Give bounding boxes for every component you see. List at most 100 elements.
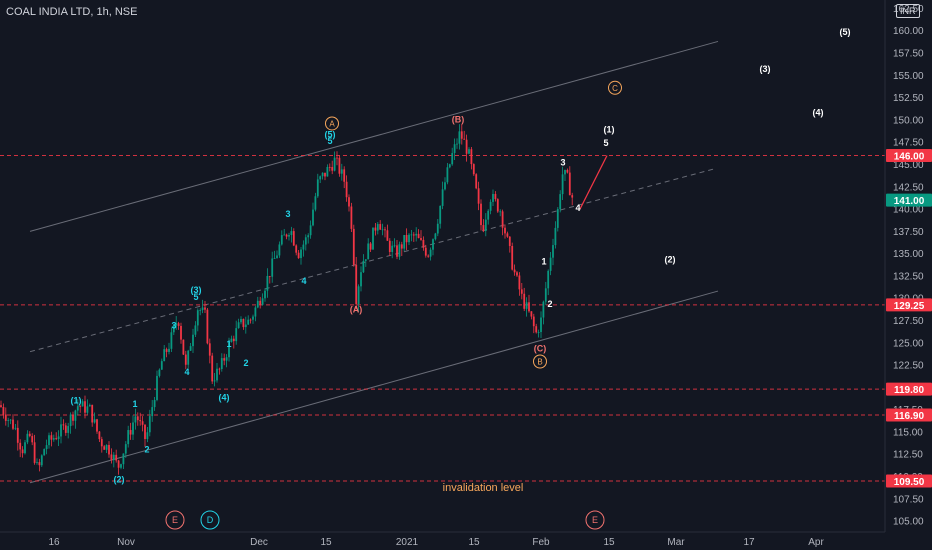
candle-body-46 xyxy=(110,454,113,460)
chart-title: COAL INDIA LTD, 1h, NSE xyxy=(6,6,138,18)
candle-body-44 xyxy=(105,444,108,450)
candle-body-187 xyxy=(448,164,451,168)
candle-body-117 xyxy=(280,235,283,245)
candle-body-40 xyxy=(96,419,98,432)
x-tick-label-0: 16 xyxy=(48,537,60,548)
candle-body-223 xyxy=(535,326,538,333)
candle-body-38 xyxy=(91,404,94,423)
candle-body-72 xyxy=(172,325,175,333)
candle-body-203 xyxy=(487,210,490,220)
candle-body-113 xyxy=(271,258,274,277)
candle-body-183 xyxy=(439,205,442,224)
candle-body-227 xyxy=(544,288,547,302)
candle-body-29 xyxy=(69,414,72,427)
y-tick-label-0: 105.00 xyxy=(893,517,924,528)
candle-body-237 xyxy=(568,172,571,196)
candle-body-171 xyxy=(410,234,413,236)
wave-label-21: 4 xyxy=(575,203,580,213)
candle-body-92 xyxy=(220,358,223,369)
candle-body-66 xyxy=(158,369,161,376)
candle-body-59 xyxy=(141,421,144,425)
candle-body-23 xyxy=(55,438,58,440)
candle-body-213 xyxy=(511,245,514,270)
candle-body-9 xyxy=(21,449,24,454)
x-tick-label-1: Nov xyxy=(117,537,135,548)
candle-body-193 xyxy=(463,138,466,140)
candle-body-148 xyxy=(355,264,358,305)
wave-label-13: (5) xyxy=(325,130,336,140)
candle-body-226 xyxy=(542,301,545,318)
candle-body-55 xyxy=(132,422,134,435)
candle-body-18 xyxy=(43,449,46,456)
wave-label-4: 3 xyxy=(171,321,176,331)
candle-body-141 xyxy=(338,157,341,174)
candle-body-194 xyxy=(465,139,468,154)
y-tick-label-20: 155.00 xyxy=(893,71,924,82)
candle-body-196 xyxy=(470,149,473,165)
candle-body-168 xyxy=(403,235,406,249)
circled-label-0: A xyxy=(329,119,335,128)
candle-body-151 xyxy=(362,260,365,273)
candle-body-30 xyxy=(72,414,74,421)
wave-label-1: (2) xyxy=(114,475,125,485)
candle-body-156 xyxy=(374,227,377,231)
level-tag-label-3: 116.90 xyxy=(894,411,924,422)
candle-body-33 xyxy=(79,406,82,407)
candle-body-71 xyxy=(170,332,173,349)
candle-body-12 xyxy=(28,433,31,437)
wave-label-15: (A) xyxy=(350,304,363,314)
candle-body-65 xyxy=(156,375,158,400)
candle-body-191 xyxy=(458,131,461,144)
candle-body-73 xyxy=(175,323,178,326)
candle-body-75 xyxy=(180,325,182,340)
candle-body-58 xyxy=(139,420,142,422)
level-tag-label-1: 129.25 xyxy=(894,301,925,312)
currency-badge[interactable]: INR xyxy=(896,4,920,18)
candle-body-36 xyxy=(86,406,89,413)
candle-body-126 xyxy=(302,244,305,250)
candle-body-28 xyxy=(67,426,70,433)
candle-body-95 xyxy=(228,341,230,358)
candle-body-195 xyxy=(468,149,470,154)
candle-body-135 xyxy=(324,172,326,177)
y-tick-label-8: 125.00 xyxy=(893,338,924,349)
x-tick-label-2: Dec xyxy=(250,537,268,548)
candle-body-152 xyxy=(364,259,367,261)
candle-body-131 xyxy=(314,196,317,210)
level-tag-4 xyxy=(886,474,932,488)
y-tick-label-11: 132.50 xyxy=(893,271,924,282)
candle-body-229 xyxy=(549,257,552,271)
y-tick-label-12: 135.00 xyxy=(893,249,924,260)
circled-label-ring-4 xyxy=(200,510,220,530)
wave-label-12: 4 xyxy=(301,276,306,286)
candle-body-0 xyxy=(0,405,2,407)
candle-body-78 xyxy=(187,350,190,365)
candle-body-21 xyxy=(50,435,53,440)
candle-body-209 xyxy=(501,211,504,228)
candle-body-70 xyxy=(168,348,170,352)
candle-body-107 xyxy=(256,300,259,308)
wave-label-25: (3) xyxy=(760,64,771,74)
candle-body-109 xyxy=(261,298,264,305)
candle-body-217 xyxy=(520,289,523,294)
candle-body-181 xyxy=(434,233,437,240)
candle-body-98 xyxy=(235,328,238,342)
candle-body-68 xyxy=(163,349,166,362)
candle-body-128 xyxy=(307,235,310,238)
circled-label-5: E xyxy=(592,515,598,525)
candle-body-74 xyxy=(177,323,180,326)
candle-body-15 xyxy=(36,462,38,463)
wave-label-27: (5) xyxy=(840,27,851,37)
wave-label-10: 2 xyxy=(243,358,248,368)
candle-body-93 xyxy=(223,358,226,361)
candle-body-161 xyxy=(386,230,389,241)
candle-body-19 xyxy=(45,445,48,450)
y-tick-label-22: 160.00 xyxy=(893,26,924,37)
candle-body-188 xyxy=(451,153,454,165)
x-tick-label-5: 15 xyxy=(468,537,480,548)
candle-body-101 xyxy=(242,318,245,328)
candle-body-48 xyxy=(115,454,118,461)
wave-label-16: (B) xyxy=(452,115,465,125)
candle-body-77 xyxy=(184,354,187,365)
